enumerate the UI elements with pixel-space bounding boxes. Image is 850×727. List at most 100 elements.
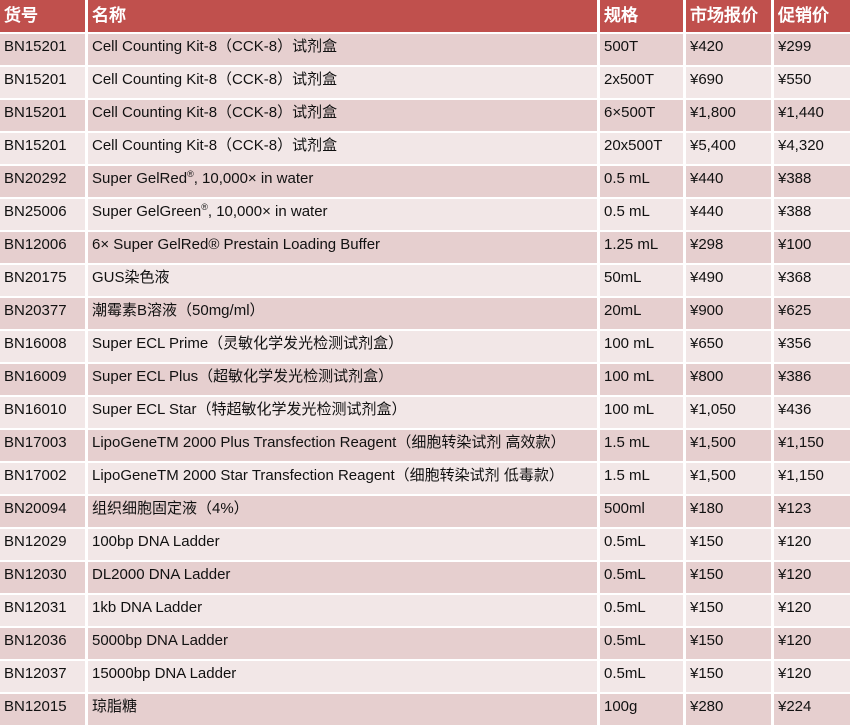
table-row: BN12031 1kb DNA Ladder 0.5mL ¥150 ¥120	[0, 595, 850, 628]
product-name: 组织细胞固定液（4%）	[88, 496, 600, 529]
promo-price: ¥386	[774, 364, 850, 397]
promo-price: ¥625	[774, 298, 850, 331]
product-spec: 20mL	[600, 298, 686, 331]
product-id: BN16008	[0, 331, 88, 364]
market-price: ¥650	[686, 331, 774, 364]
product-name: 1kb DNA Ladder	[88, 595, 600, 628]
market-price: ¥180	[686, 496, 774, 529]
product-spec: 0.5mL	[600, 628, 686, 661]
market-price: ¥440	[686, 199, 774, 232]
product-name-text: Super GelRed	[92, 170, 188, 187]
product-spec: 50mL	[600, 265, 686, 298]
table-row: BN15201 Cell Counting Kit-8（CCK-8）试剂盒 6×50…	[0, 100, 850, 133]
product-name: DL2000 DNA Ladder	[88, 562, 600, 595]
table-row: BN17003 LipoGeneTM 2000 Plus Transfection…	[0, 430, 850, 463]
product-name: Cell Counting Kit-8（CCK-8）试剂盒	[88, 34, 600, 67]
header-spec: 规格	[600, 0, 686, 34]
promo-price: ¥120	[774, 529, 850, 562]
product-name: Cell Counting Kit-8（CCK-8）试剂盒	[88, 100, 600, 133]
market-price: ¥280	[686, 694, 774, 727]
product-id: BN12037	[0, 661, 88, 694]
product-id: BN12006	[0, 232, 88, 265]
product-spec: 100 mL	[600, 397, 686, 430]
table-row: BN16010 Super ECL Star（特超敏化学发光检测试剂盒） 100 m…	[0, 397, 850, 430]
product-id: BN17002	[0, 463, 88, 496]
product-id: BN16009	[0, 364, 88, 397]
table-row: BN16008 Super ECL Prime（灵敏化学发光检测试剂盒） 100 m…	[0, 331, 850, 364]
header-promo-price: 促销价	[774, 0, 850, 34]
promo-price: ¥388	[774, 199, 850, 232]
promo-price: ¥100	[774, 232, 850, 265]
product-name: Super GelRed®, 10,000× in water	[88, 166, 600, 199]
table-row: BN15201 Cell Counting Kit-8（CCK-8）试剂盒 500T…	[0, 34, 850, 67]
product-id: BN12031	[0, 595, 88, 628]
promo-price: ¥224	[774, 694, 850, 727]
promo-price: ¥356	[774, 331, 850, 364]
table-row: BN15201 Cell Counting Kit-8（CCK-8）试剂盒 20x5…	[0, 133, 850, 166]
product-spec: 2x500T	[600, 67, 686, 100]
registered-mark: ®	[187, 169, 194, 179]
market-price: ¥1,800	[686, 100, 774, 133]
market-price: ¥800	[686, 364, 774, 397]
market-price: ¥1,050	[686, 397, 774, 430]
market-price: ¥150	[686, 562, 774, 595]
product-id: BN25006	[0, 199, 88, 232]
product-id: BN12030	[0, 562, 88, 595]
promo-price: ¥120	[774, 595, 850, 628]
product-spec: 0.5mL	[600, 529, 686, 562]
table-row: BN12006 6× Super GelRed® Prestain Loading…	[0, 232, 850, 265]
promo-price: ¥299	[774, 34, 850, 67]
product-name: Super ECL Prime（灵敏化学发光检测试剂盒）	[88, 331, 600, 364]
promo-price: ¥4,320	[774, 133, 850, 166]
product-id: BN17003	[0, 430, 88, 463]
table-row: BN12015 琼脂糖 100g ¥280 ¥224	[0, 694, 850, 727]
product-name-rest: , 10,000× in water	[193, 170, 314, 187]
product-name-text: Super GelGreen	[92, 203, 202, 220]
market-price: ¥298	[686, 232, 774, 265]
product-name: 15000bp DNA Ladder	[88, 661, 600, 694]
promo-price: ¥550	[774, 67, 850, 100]
header-id: 货号	[0, 0, 88, 34]
product-spec: 20x500T	[600, 133, 686, 166]
market-price: ¥690	[686, 67, 774, 100]
market-price: ¥1,500	[686, 463, 774, 496]
table-row: BN17002 LipoGeneTM 2000 Star Transfection…	[0, 463, 850, 496]
product-name: Cell Counting Kit-8（CCK-8）试剂盒	[88, 133, 600, 166]
product-id: BN15201	[0, 100, 88, 133]
market-price: ¥1,500	[686, 430, 774, 463]
product-id: BN15201	[0, 34, 88, 67]
product-name: Cell Counting Kit-8（CCK-8）试剂盒	[88, 67, 600, 100]
promo-price: ¥388	[774, 166, 850, 199]
product-id: BN20175	[0, 265, 88, 298]
table-row: BN25006 Super GelGreen®, 10,000× in water…	[0, 199, 850, 232]
product-id: BN12029	[0, 529, 88, 562]
product-spec: 100 mL	[600, 364, 686, 397]
registered-mark: ®	[201, 202, 208, 212]
promo-price: ¥1,150	[774, 463, 850, 496]
market-price: ¥900	[686, 298, 774, 331]
market-price: ¥150	[686, 628, 774, 661]
market-price: ¥490	[686, 265, 774, 298]
product-name: 5000bp DNA Ladder	[88, 628, 600, 661]
product-id: BN16010	[0, 397, 88, 430]
product-spec: 6×500T	[600, 100, 686, 133]
product-id: BN20094	[0, 496, 88, 529]
table-row: BN12029 100bp DNA Ladder 0.5mL ¥150 ¥120	[0, 529, 850, 562]
product-id: BN12015	[0, 694, 88, 727]
product-name: Super GelGreen®, 10,000× in water	[88, 199, 600, 232]
promo-price: ¥123	[774, 496, 850, 529]
product-spec: 500ml	[600, 496, 686, 529]
promo-price: ¥120	[774, 628, 850, 661]
product-id: BN20377	[0, 298, 88, 331]
table-row: BN20292 Super GelRed®, 10,000× in water 0.…	[0, 166, 850, 199]
table-row: BN15201 Cell Counting Kit-8（CCK-8）试剂盒 2x50…	[0, 67, 850, 100]
market-price: ¥150	[686, 661, 774, 694]
header-row: 货号 名称 规格 市场报价 促销价	[0, 0, 850, 34]
product-name: 6× Super GelRed® Prestain Loading Buffer	[88, 232, 600, 265]
market-price: ¥150	[686, 595, 774, 628]
product-name: Super ECL Star（特超敏化学发光检测试剂盒）	[88, 397, 600, 430]
product-spec: 500T	[600, 34, 686, 67]
promo-price: ¥120	[774, 661, 850, 694]
market-price: ¥5,400	[686, 133, 774, 166]
